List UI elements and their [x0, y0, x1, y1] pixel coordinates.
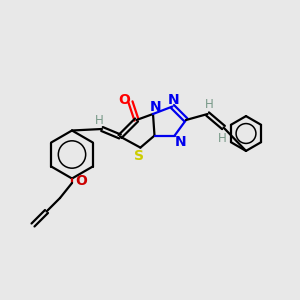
- Text: O: O: [118, 94, 130, 107]
- Text: N: N: [150, 100, 161, 114]
- Text: H: H: [218, 132, 226, 146]
- Text: S: S: [134, 149, 144, 163]
- Text: H: H: [205, 98, 214, 112]
- Text: N: N: [167, 93, 179, 107]
- Text: O: O: [75, 174, 87, 188]
- Text: N: N: [175, 135, 186, 149]
- Text: H: H: [94, 113, 103, 127]
